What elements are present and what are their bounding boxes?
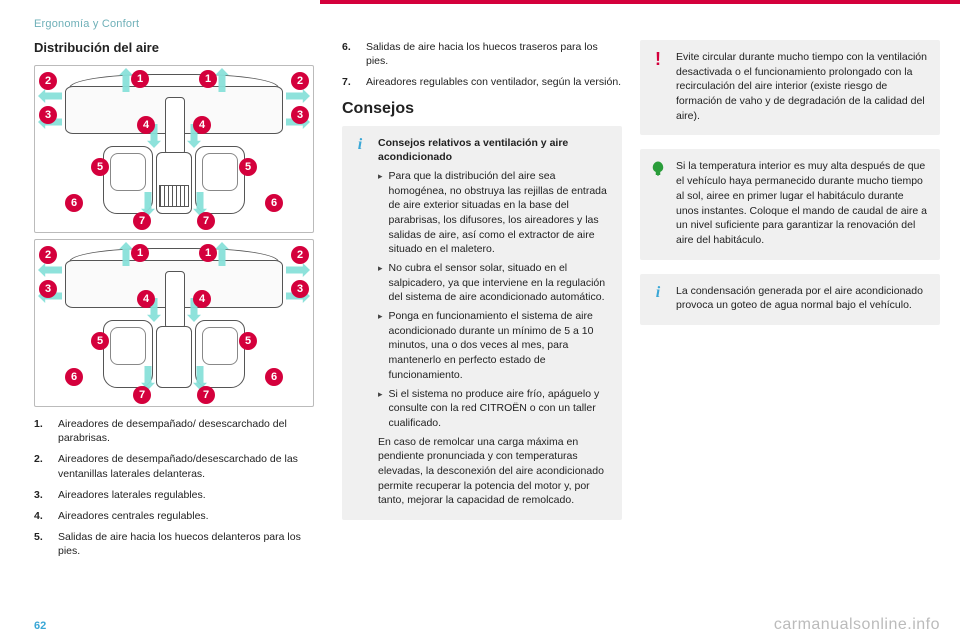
badge-7: 7 [197,212,215,230]
item-text: Salidas de aire hacia los huecos trasero… [366,40,622,68]
dashboard-outline [65,86,283,134]
badge-3: 3 [39,280,57,298]
item-text: Aireadores laterales regulables. [58,488,206,502]
callout-text: Si la temperatura interior es muy alta d… [676,159,928,247]
flow-arrow-icon [38,263,62,277]
badge-1: 1 [199,70,217,88]
badge-2: 2 [39,72,57,90]
diagram-bottom: 1 1 2 2 3 3 4 4 5 5 6 6 7 7 [34,239,314,407]
item-text: Aireadores centrales regulables. [58,509,209,523]
column-right: ! Evite circular durante mucho tiempo co… [640,40,940,565]
badge-4: 4 [137,290,155,308]
list-item: 2. Aireadores de desempañado/desescarchad… [34,452,324,480]
item-number: 6. [342,40,356,68]
badge-5: 5 [91,158,109,176]
badge-5: 5 [91,332,109,350]
badge-2: 2 [291,72,309,90]
item-number: 1. [34,417,48,445]
item-number: 3. [34,488,48,502]
item-number: 4. [34,509,48,523]
columns: Distribución del aire [34,40,932,565]
badge-3: 3 [291,106,309,124]
badge-7: 7 [133,212,151,230]
column-middle: 6. Salidas de aire hacia los huecos trase… [342,40,622,565]
flow-arrow-icon [38,89,62,103]
item-number: 7. [342,75,356,89]
bullet-text: No cubra el sensor solar, situado en el … [389,261,610,305]
eco-callout: Si la temperatura interior es muy alta d… [640,149,940,259]
list-item: 5. Salidas de aire hacia los huecos delan… [34,530,324,558]
column-left: Distribución del aire [34,40,324,565]
badge-6: 6 [265,368,283,386]
left-title: Distribución del aire [34,40,324,55]
list-item: Para que la distribución del aire sea ho… [378,169,610,257]
advice-heading: Consejos [342,100,622,118]
item-number: 2. [34,452,48,480]
callout-title: Consejos relativos a ventilación y aire … [378,136,610,165]
info-icon: i [648,284,668,304]
item-text: Aireadores de desempañado/desescarchado … [58,452,324,480]
badge-4: 4 [193,116,211,134]
info-callout-advice: i Consejos relativos a ventilación y air… [342,126,622,521]
center-tunnel [156,326,192,388]
bullet-text: Para que la distribución del aire sea ho… [389,169,610,257]
flow-arrow-icon [286,89,310,103]
callout-text: La condensación generada por el aire aco… [676,284,928,313]
badge-6: 6 [265,194,283,212]
section-header: Ergonomía y Confort [34,18,932,30]
badge-5: 5 [239,332,257,350]
info-icon: i [350,136,370,156]
bullet-text: Si el sistema no produce aire frío, apág… [389,387,610,431]
list-item: Ponga en funcionamiento el sistema de ai… [378,309,610,382]
warning-callout: ! Evite circular durante mucho tiempo co… [640,40,940,135]
air-distribution-diagrams: 1 1 2 2 3 3 4 4 5 5 6 6 7 7 [34,65,324,407]
list-item: 4. Aireadores centrales regulables. [34,509,324,523]
badge-4: 4 [193,290,211,308]
warning-icon: ! [648,50,668,70]
diagram-top: 1 1 2 2 3 3 4 4 5 5 6 6 7 7 [34,65,314,233]
bullet-text: Ponga en funcionamiento el sistema de ai… [389,309,610,382]
badge-4: 4 [137,116,155,134]
badge-7: 7 [197,386,215,404]
badge-6: 6 [65,194,83,212]
badge-1: 1 [131,70,149,88]
tree-icon [648,159,668,179]
flow-arrow-icon [286,263,310,277]
item-text: Aireadores de desempañado/ desescarchado… [58,417,324,445]
dashboard-outline [65,260,283,308]
item-number: 5. [34,530,48,558]
list-item: 1. Aireadores de desempañado/ desescarcha… [34,417,324,445]
legend-list: 1. Aireadores de desempañado/ desescarcha… [34,417,324,558]
badge-3: 3 [39,106,57,124]
callout-trailer: En caso de remolcar una carga máxima en … [378,435,610,508]
manual-page: Ergonomía y Confort Distribución del air… [0,0,960,640]
list-item: Si el sistema no produce aire frío, apág… [378,387,610,431]
badge-1: 1 [199,244,217,262]
item-text: Aireadores regulables con ventilador, se… [366,75,621,89]
accent-bar [320,0,960,4]
list-item: 7. Aireadores regulables con ventilador, … [342,75,622,89]
badge-2: 2 [39,246,57,264]
info-callout-condensation: i La condensación generada por el aire a… [640,274,940,325]
badge-6: 6 [65,368,83,386]
advice-bullets: Para que la distribución del aire sea ho… [378,169,610,431]
legend-list-cont: 6. Salidas de aire hacia los huecos trase… [342,40,622,90]
badge-3: 3 [291,280,309,298]
item-text: Salidas de aire hacia los huecos delante… [58,530,324,558]
badge-7: 7 [133,386,151,404]
badge-1: 1 [131,244,149,262]
watermark: carmanualsonline.info [774,616,940,634]
badge-5: 5 [239,158,257,176]
page-number: 62 [34,620,46,632]
list-item: No cubra el sensor solar, situado en el … [378,261,610,305]
rear-vent-icon [159,185,189,207]
badge-2: 2 [291,246,309,264]
list-item: 6. Salidas de aire hacia los huecos trase… [342,40,622,68]
center-tunnel [156,152,192,214]
callout-text: Evite circular durante mucho tiempo con … [676,50,928,123]
list-item: 3. Aireadores laterales regulables. [34,488,324,502]
